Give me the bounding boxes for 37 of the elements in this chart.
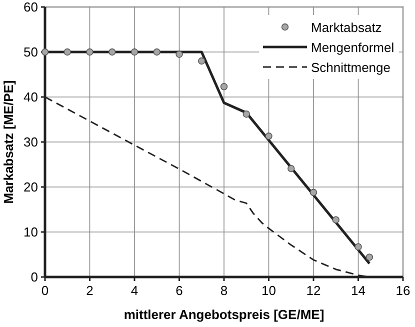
point <box>153 48 160 56</box>
point <box>366 254 374 261</box>
y-tick-label: 0 <box>30 270 38 284</box>
point <box>64 48 71 56</box>
x-tick-label: 10 <box>262 283 276 298</box>
point <box>288 164 295 172</box>
point <box>108 48 116 56</box>
y-tick-label: 20 <box>24 180 38 194</box>
x-tick-label: 4 <box>130 283 138 298</box>
point <box>310 188 318 196</box>
x-tick-label: 14 <box>351 283 366 298</box>
point <box>41 48 49 56</box>
x-tick-label: 8 <box>220 283 228 298</box>
point <box>220 83 228 90</box>
y-tick-label: 10 <box>24 224 38 240</box>
point <box>242 110 250 118</box>
x-tick-label: 16 <box>396 283 410 298</box>
point <box>265 132 272 140</box>
legend-label: Mengenformel <box>311 40 394 55</box>
point <box>176 50 183 58</box>
legend-label: Schnittmenge <box>311 60 390 75</box>
x-tick-label: 6 <box>176 283 183 298</box>
y-tick-label: 40 <box>24 90 38 104</box>
point <box>332 216 340 224</box>
point <box>198 57 206 65</box>
x-axis-title: mittlerer Angebotspreis [GE/ME] <box>124 307 324 322</box>
point <box>86 48 94 56</box>
x-tick-label: 12 <box>306 283 321 298</box>
point <box>354 243 362 250</box>
y-tick-label: 60 <box>24 0 38 14</box>
point <box>130 48 138 56</box>
legend-label: Marktabsatz <box>311 20 382 35</box>
x-tick-label: 0 <box>41 283 49 298</box>
y-axis-title: Markabsatz [ME/PE] <box>1 80 16 204</box>
x-tick-label: 2 <box>86 283 94 298</box>
y-tick-label: 30 <box>24 134 38 150</box>
y-tick-label: 50 <box>24 44 38 60</box>
